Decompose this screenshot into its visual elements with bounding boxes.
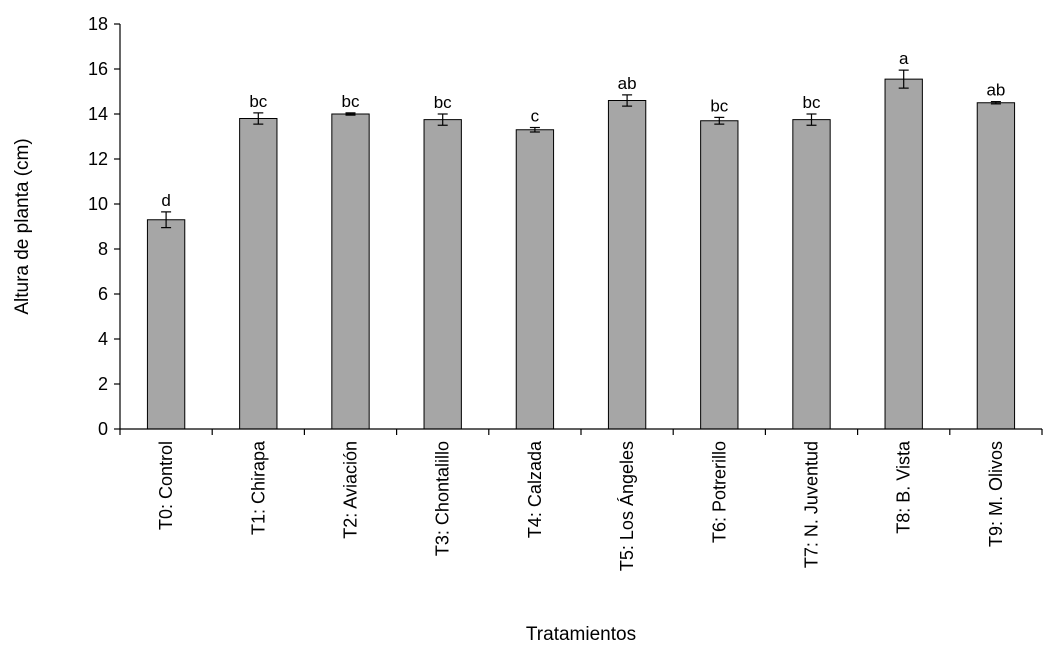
bar [607, 100, 647, 430]
bar [976, 102, 1016, 430]
x-tick-label: T2: Aviación [341, 441, 361, 539]
y-tick-label: 14 [88, 104, 108, 124]
error-bar [529, 126, 540, 133]
significance-label: bc [434, 93, 452, 112]
x-tick-label: T1: Chirapa [248, 440, 268, 535]
y-tick-label: 16 [88, 59, 108, 79]
error-bar [437, 113, 448, 126]
y-tick-label: 8 [98, 239, 108, 259]
error-bar [990, 101, 1001, 105]
bar [884, 78, 923, 430]
y-tick-label: 0 [98, 419, 108, 439]
significance-label: c [531, 107, 540, 126]
significance-label: bc [803, 93, 821, 112]
x-tick-label: T6: Potrerillo [709, 441, 729, 543]
bar [515, 129, 555, 430]
x-tick-label: T3: Chontalillo [433, 441, 453, 556]
error-bar [806, 113, 817, 126]
x-axis-title: Tratamientos [526, 624, 636, 645]
bar [792, 119, 831, 430]
x-tick-label: T5: Los Ángeles [617, 441, 637, 571]
significance-label: ab [618, 74, 637, 93]
x-tick-label: T7: N. Juventud [802, 441, 822, 568]
bar [239, 118, 278, 430]
x-tick-label: T0: Control [156, 441, 176, 530]
bar [146, 219, 186, 430]
bar [423, 119, 462, 430]
error-bar [898, 69, 909, 89]
y-axis-title: Altura de planta (cm) [12, 138, 33, 314]
y-tick-label: 2 [98, 374, 108, 394]
error-bar [161, 211, 172, 229]
significance-label: a [899, 49, 909, 68]
significance-label: d [161, 191, 170, 210]
significance-label: bc [342, 92, 360, 111]
labels-layer: 0 2 4 6 8 10 12 14 16 18 d T0: Control bc T1: Chirapa… [88, 14, 1043, 571]
significance-label: bc [710, 96, 728, 115]
significance-label: bc [249, 92, 267, 111]
error-bar [345, 112, 356, 116]
y-tick-label: 4 [98, 329, 108, 349]
y-tick-label: 12 [88, 149, 108, 169]
x-tick-label: T4: Calzada [525, 440, 545, 538]
y-tick-label: 18 [88, 14, 108, 34]
x-tick-label: T8: B. Vista [894, 440, 914, 534]
bar [700, 120, 739, 430]
error-bar [714, 116, 725, 125]
error-bar [622, 94, 633, 107]
significance-label: ab [986, 81, 1005, 100]
x-tick-label: T9: M. Olivos [986, 441, 1006, 547]
y-tick-label: 6 [98, 284, 108, 304]
bar [331, 113, 370, 430]
error-bar [253, 112, 264, 125]
bars-layer [146, 69, 1016, 430]
y-tick-label: 10 [88, 194, 108, 214]
